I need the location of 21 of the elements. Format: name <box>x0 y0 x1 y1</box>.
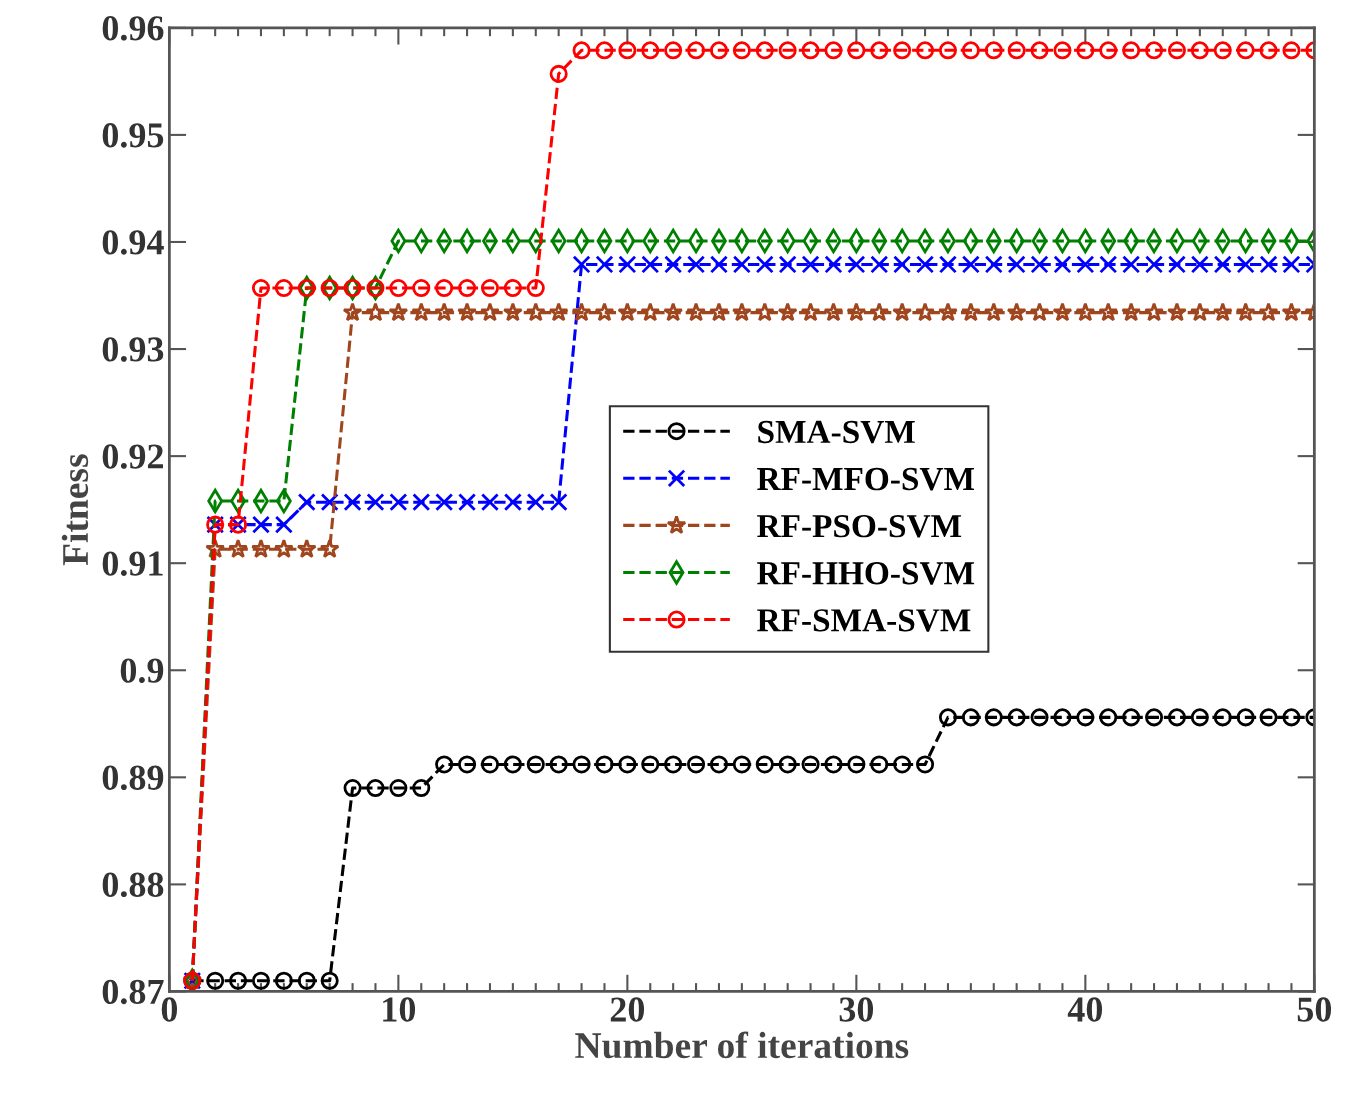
y-tick-label: 0.96 <box>102 16 164 41</box>
legend-label: RF-SMA-SVM <box>757 609 971 632</box>
legend-label: RF-PSO-SVM <box>757 514 962 538</box>
y-tick-label: 0.92 <box>102 444 163 469</box>
y-tick-label: 0.93 <box>102 337 164 362</box>
y-axis-title: Fitness <box>61 454 89 566</box>
x-tick-label: 40 <box>1067 997 1103 1022</box>
y-tick-label: 0.94 <box>102 230 164 255</box>
legend-label: SMA-SVM <box>758 420 915 444</box>
y-tick-label: 0.95 <box>102 123 164 148</box>
y-tick-label: 0.9 <box>120 658 164 683</box>
x-tick-label: 50 <box>1297 997 1332 1022</box>
legend-label: RF-MFO-SVM <box>757 467 975 491</box>
legend-label: RF-HHO-SVM <box>757 562 975 585</box>
x-tick-label: 30 <box>839 997 874 1022</box>
y-tick-label: 0.91 <box>102 551 163 576</box>
x-axis-title: Number of iterations <box>575 1031 909 1059</box>
x-tick-label: 20 <box>610 997 645 1022</box>
x-tick-label: 10 <box>383 997 416 1022</box>
y-tick-label: 0.89 <box>102 765 164 791</box>
y-tick-label: 0.88 <box>102 872 164 898</box>
